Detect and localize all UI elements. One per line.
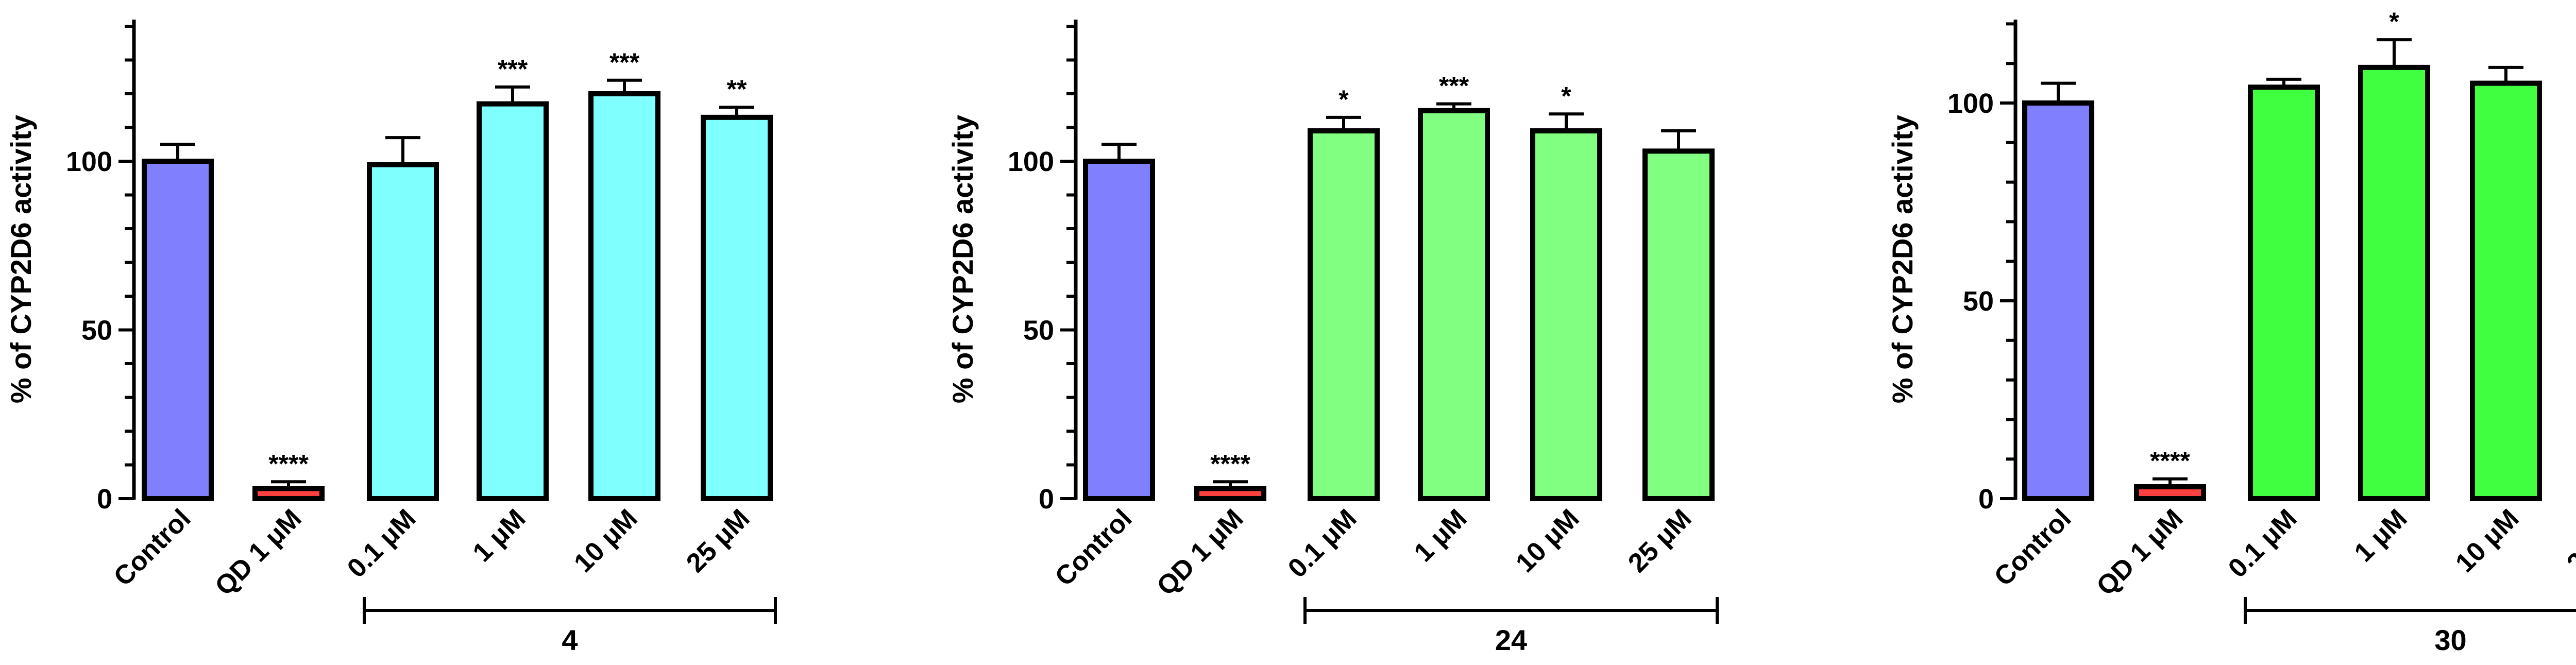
chart-panel-2: % of CYP2D6 activity050100Control****QD … — [946, 20, 1719, 656]
x-tick-label: 0.1 μM — [342, 503, 421, 583]
y-axis-title: % of CYP2D6 activity — [5, 115, 37, 403]
bar-2 — [1194, 486, 1266, 501]
y-tick-label: 50 — [1023, 315, 1054, 346]
bar-3 — [367, 162, 439, 501]
bar-1 — [2022, 100, 2094, 501]
significance-label: * — [1338, 85, 1349, 114]
bar-6 — [1642, 148, 1715, 502]
significance-label: *** — [609, 48, 640, 77]
significance-label: ** — [727, 75, 747, 104]
significance-label: * — [2389, 7, 2399, 36]
group-label: 24 — [1495, 624, 1527, 656]
significance-label: **** — [2150, 447, 2190, 475]
x-tick-label: 10 μM — [568, 503, 643, 578]
y-tick-label: 0 — [1978, 484, 1994, 515]
bar-4 — [477, 101, 549, 501]
bar-3 — [2248, 84, 2320, 501]
y-tick-label: 100 — [1947, 88, 1994, 119]
y-tick-label: 50 — [1963, 286, 1994, 317]
x-tick-label: Control — [1049, 503, 1138, 592]
y-tick-label: 0 — [97, 484, 112, 515]
chart-panel-1: % of CYP2D6 activity 0 50 100 Control **** QD … — [5, 20, 777, 656]
x-tick-label: 10 μM — [1510, 503, 1585, 578]
y-axis-title: % of CYP2D6 activity — [946, 115, 979, 403]
x-tick-label: 10 μM — [2450, 503, 2524, 578]
significance-label: **** — [268, 449, 309, 478]
significance-label: *** — [498, 55, 528, 83]
x-tick-label: 0.1 μM — [1282, 503, 1362, 583]
x-tick-label: 25 μM — [1622, 503, 1697, 578]
x-tick-label: 1 μM — [1409, 503, 1473, 568]
chart-panel-3: % of CYP2D6 activity 0 50 100 Control **** QD … — [1886, 7, 2576, 656]
y-tick-label: 100 — [66, 146, 112, 177]
x-tick-label: 1 μM — [467, 503, 532, 568]
bar-1 — [1083, 159, 1155, 501]
x-tick-label: 0.1 μM — [2223, 503, 2302, 583]
bar-1 — [142, 159, 214, 501]
bar-2 — [2134, 484, 2206, 502]
x-tick-label: 25 μM — [2561, 503, 2576, 578]
bar-4 — [1418, 108, 1490, 501]
significance-label: * — [1561, 81, 1571, 110]
group-label: 4 — [562, 624, 578, 656]
y-tick-label: 0 — [1039, 484, 1054, 515]
x-tick-label: 1 μM — [2349, 503, 2413, 568]
significance-label: *** — [1439, 72, 1469, 100]
bar-5 — [2470, 80, 2542, 502]
bar-2 — [252, 486, 325, 501]
bar-5 — [1530, 128, 1602, 502]
bar-3 — [1308, 128, 1380, 502]
bar-4 — [2358, 64, 2430, 501]
group-label: 30 — [2434, 624, 2466, 656]
significance-label: **** — [1210, 449, 1250, 478]
y-tick-label: 100 — [1008, 146, 1054, 177]
bar-5 — [588, 91, 660, 501]
bar-6 — [701, 114, 773, 502]
x-tick-label: QD 1 μM — [2091, 503, 2189, 601]
x-tick-label: QD 1 μM — [1151, 503, 1249, 601]
x-tick-label: 25 μM — [681, 503, 755, 578]
x-tick-label: Control — [1989, 503, 2077, 592]
x-tick-label: Control — [108, 503, 197, 592]
y-tick-label: 50 — [81, 315, 112, 346]
x-tick-label: QD 1 μM — [209, 503, 307, 601]
y-axis-title: % of CYP2D6 activity — [1886, 115, 1919, 403]
